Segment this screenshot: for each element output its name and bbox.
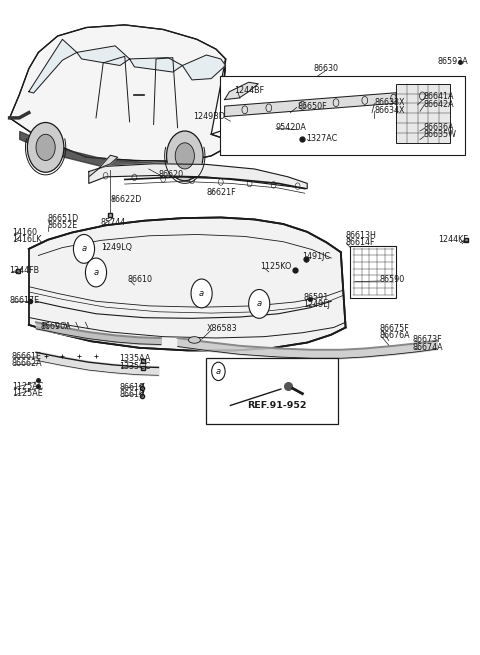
Text: 86591: 86591: [303, 293, 329, 302]
Text: 1249LQ: 1249LQ: [101, 243, 132, 252]
Text: 86636A: 86636A: [423, 122, 454, 132]
Circle shape: [212, 362, 225, 381]
Text: 1125AC: 1125AC: [12, 382, 43, 391]
Text: 86650F: 86650F: [298, 102, 327, 111]
Text: a: a: [94, 268, 98, 277]
Text: 1491JC: 1491JC: [302, 252, 330, 261]
Text: 14160: 14160: [12, 228, 37, 237]
Polygon shape: [130, 58, 182, 72]
Circle shape: [191, 279, 212, 308]
Text: 86610: 86610: [127, 275, 152, 284]
Polygon shape: [29, 217, 346, 350]
Text: 86641A: 86641A: [423, 92, 454, 102]
Text: 86662A: 86662A: [12, 359, 43, 368]
Text: 1125AE: 1125AE: [12, 389, 43, 398]
Text: 86614F: 86614F: [346, 238, 375, 247]
Circle shape: [175, 143, 194, 169]
Circle shape: [27, 122, 64, 172]
Text: 1244BF: 1244BF: [234, 86, 264, 95]
Text: 86675F: 86675F: [379, 324, 409, 333]
Text: 86613H: 86613H: [346, 231, 376, 240]
Text: 86651D: 86651D: [47, 214, 78, 223]
Bar: [206, 358, 338, 424]
Text: 86622D: 86622D: [110, 195, 142, 204]
Polygon shape: [89, 155, 118, 177]
Text: a: a: [82, 244, 86, 253]
Text: 1335AA: 1335AA: [119, 354, 150, 364]
Circle shape: [73, 234, 95, 263]
Text: REF.91-952: REF.91-952: [248, 401, 307, 410]
Text: 1244FB: 1244FB: [10, 266, 40, 275]
Text: 86652E: 86652E: [47, 221, 77, 231]
Text: 1335CC: 1335CC: [119, 362, 150, 371]
Bar: [350, 246, 396, 298]
Text: 86619: 86619: [119, 390, 144, 400]
Text: 86617E: 86617E: [10, 296, 40, 305]
Text: 1249LJ: 1249LJ: [303, 300, 330, 309]
Circle shape: [85, 258, 107, 287]
Polygon shape: [29, 39, 77, 93]
Text: 86642A: 86642A: [423, 100, 454, 109]
Polygon shape: [77, 46, 130, 66]
Text: 86674A: 86674A: [413, 343, 444, 352]
Bar: [396, 84, 450, 143]
Text: 86620: 86620: [158, 170, 183, 179]
Text: 86633X: 86633X: [374, 98, 405, 107]
Text: 86619: 86619: [119, 383, 144, 392]
Text: 86593A: 86593A: [437, 57, 468, 66]
Text: X86583: X86583: [206, 324, 237, 333]
Text: 1125KO: 1125KO: [261, 262, 292, 271]
Polygon shape: [225, 83, 258, 100]
Text: 1416LK: 1416LK: [12, 235, 41, 244]
Text: 1327AC: 1327AC: [306, 134, 337, 143]
Text: 86690A: 86690A: [41, 322, 72, 331]
Text: 86661E: 86661E: [12, 352, 42, 361]
Circle shape: [36, 134, 55, 160]
Polygon shape: [225, 93, 396, 117]
Text: 86673F: 86673F: [413, 335, 443, 344]
Text: a: a: [216, 367, 221, 376]
Text: 86590: 86590: [379, 275, 405, 284]
Text: 85744: 85744: [101, 218, 126, 227]
Text: a: a: [199, 289, 204, 298]
Text: 95420A: 95420A: [275, 122, 306, 132]
Text: 86630: 86630: [314, 64, 339, 73]
Text: 86635W: 86635W: [423, 130, 456, 140]
Text: 86676A: 86676A: [379, 331, 410, 340]
Polygon shape: [89, 164, 307, 189]
Text: 86621F: 86621F: [206, 188, 236, 197]
Text: 1249BD: 1249BD: [193, 112, 225, 121]
Text: 1244KE: 1244KE: [438, 234, 468, 244]
Bar: [220, 76, 465, 155]
Circle shape: [249, 290, 270, 318]
Polygon shape: [10, 25, 226, 161]
Polygon shape: [182, 55, 226, 80]
Text: 86634X: 86634X: [374, 106, 405, 115]
Ellipse shape: [188, 337, 201, 343]
Circle shape: [167, 131, 203, 181]
Text: a: a: [257, 299, 262, 309]
